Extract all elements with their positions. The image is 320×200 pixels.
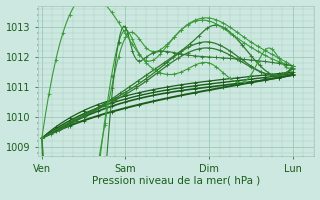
X-axis label: Pression niveau de la mer( hPa ): Pression niveau de la mer( hPa ): [92, 175, 260, 185]
